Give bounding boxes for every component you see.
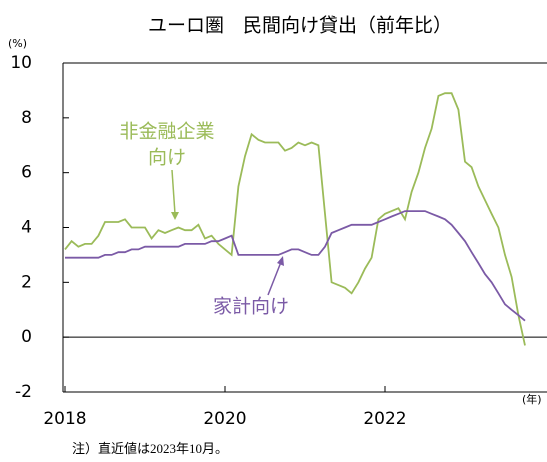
arrow-head xyxy=(277,256,284,266)
x-tick-label: 2022 xyxy=(363,409,406,429)
series-line xyxy=(64,92,526,346)
x-unit-label: (年) xyxy=(522,392,542,406)
arrow xyxy=(171,169,176,215)
annotation: 非金融企業 xyxy=(119,121,214,143)
y-tick-label: 10 xyxy=(10,53,32,73)
y-tick-label: 8 xyxy=(21,108,32,128)
note: 注）直近値は2023年10月。 xyxy=(72,441,228,456)
y-unit-label: (%) xyxy=(8,37,27,50)
y-tick-label: -2 xyxy=(15,382,32,402)
y-tick-label: 0 xyxy=(21,327,32,347)
x-tick-label: 2018 xyxy=(43,409,86,429)
y-tick-label: 6 xyxy=(21,163,32,183)
arrow xyxy=(267,261,282,296)
arrow-head xyxy=(171,212,179,220)
y-tick-label: 4 xyxy=(21,218,32,238)
chart-title: ユーロ圏 民間向け貸出（前年比） xyxy=(148,15,452,37)
y-tick-label: 2 xyxy=(21,272,32,292)
series-line xyxy=(65,210,526,322)
x-tick-label: 2020 xyxy=(203,409,246,429)
annotation: 向け xyxy=(148,147,186,169)
annotation: 家計向け xyxy=(213,296,289,318)
